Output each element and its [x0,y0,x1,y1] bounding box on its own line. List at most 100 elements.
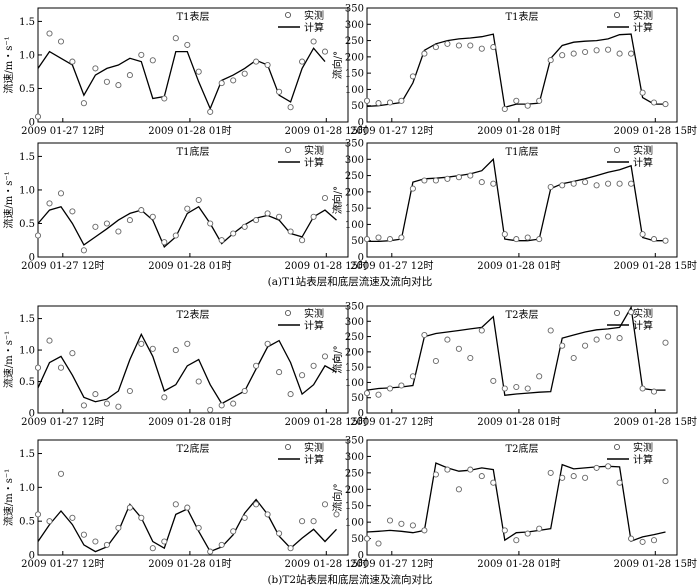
measured-point [218,237,225,244]
measured-point [513,97,520,104]
measured-point [536,373,543,380]
legend-marker-measured [613,443,621,451]
measured-point [264,340,271,347]
computed-series-line [366,33,666,109]
y-tick-label: 0 [29,551,35,562]
measured-point [605,180,612,187]
plot-frame [366,142,678,258]
measured-point [616,335,623,342]
measured-point [230,528,237,535]
measured-point [299,518,306,525]
y-tick-label: 350 [345,4,364,15]
measured-point [582,179,589,186]
x-tick-label: 2009 01-28 01时 [148,260,231,272]
measured-point [650,537,658,544]
measured-point [386,99,394,106]
y-tick-label: 50 [351,534,364,545]
y-axis-label: 流向/° [331,345,344,373]
measured-point [287,391,294,398]
y-tick-label: 1.5 [19,17,35,28]
legend-marker-measured [613,146,621,154]
measured-point [276,369,283,376]
measured-point [570,180,577,187]
measured-point [115,403,122,410]
measured-point [149,545,156,552]
y-tick-label: 0 [29,253,35,264]
y-tick-label: 1.0 [19,50,35,61]
measured-point [333,511,340,518]
measured-point [184,205,191,212]
y-tick-label: 150 [345,69,364,80]
y-tick-label: 0 [358,118,364,129]
y-tick-label: 250 [345,468,364,479]
y-tick-label: 300 [345,20,364,31]
measured-point [616,479,623,486]
measured-point [650,388,658,395]
x-tick-label: 2009 01-28 01时 [477,558,560,570]
measured-point [138,514,145,521]
measured-point [195,196,202,204]
measured-point [662,101,669,108]
panel-title: T1底层 [176,145,209,158]
measured-point [321,194,329,202]
measured-point [501,231,508,238]
y-tick-label: 0 [29,409,35,420]
measured-point [478,45,485,52]
measured-point [241,70,248,77]
measured-point [103,541,110,548]
y-tick-label: 0 [29,118,35,129]
y-tick-label: 1.0 [19,185,35,196]
measured-point [149,213,156,220]
measured-point [69,350,76,357]
measured-point [299,372,306,379]
measured-point [570,354,577,362]
panel-title: T2表层 [505,308,538,321]
measured-point [253,58,260,65]
y-tick-label: 100 [345,378,364,389]
legend-label-measured: 实测 [633,441,653,454]
y-tick-label: 0.5 [19,517,35,528]
measured-point [115,82,122,89]
measured-point [80,531,87,538]
measured-point [363,97,371,104]
measured-point [375,540,382,547]
y-axis-label: 流速/m・s⁻¹ [2,171,15,228]
x-tick-label: 2009 01-28 15时 [285,125,368,137]
y-tick-label: 100 [345,85,364,96]
measured-point [490,377,497,384]
computed-series-line [366,462,666,543]
measured-point [207,108,214,115]
measured-point [103,400,110,407]
legend-marker-measured [284,146,292,154]
panel-title: T2底层 [505,442,538,455]
measured-point [478,473,485,480]
plot-frame [37,305,349,414]
plot-frame [37,439,349,556]
measured-point [46,518,53,525]
y-tick-label: 1.5 [19,152,35,163]
measured-point [149,57,156,64]
measured-point [559,52,566,59]
measured-point [639,385,646,392]
measured-point [639,89,646,96]
measured-point [386,236,394,243]
legend-label-computed: 计算 [633,156,653,169]
measured-point [310,362,317,369]
measured-point [69,208,76,215]
measured-point [582,48,589,56]
measured-point [264,210,271,217]
legend-label-measured: 实测 [633,144,653,157]
y-tick-label: 0.5 [19,84,35,95]
measured-point [207,406,214,413]
measured-point [628,309,635,316]
y-tick-label: 250 [345,36,364,47]
measured-point [80,247,87,254]
x-tick-label: 2009 01-28 01时 [148,125,231,137]
measured-point [172,232,179,239]
measured-point [536,97,543,104]
measured-point [218,402,225,409]
measured-point [616,180,623,187]
measured-point [184,41,191,48]
y-tick-label: 200 [345,347,364,358]
measured-point [409,373,416,380]
